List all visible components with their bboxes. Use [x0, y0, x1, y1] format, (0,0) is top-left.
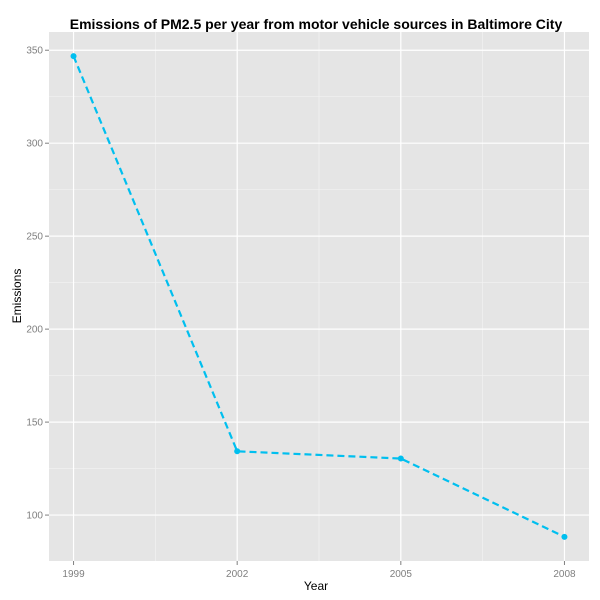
- y-axis-ticks: 100 150 200 250 300 350: [26, 46, 49, 522]
- y-tick-label: 300: [26, 139, 43, 150]
- data-point: [561, 533, 568, 540]
- x-tick-label: 2008: [553, 569, 576, 580]
- minor-gridlines: [49, 32, 589, 561]
- data-point: [234, 448, 241, 455]
- chart-title: Emissions of PM2.5 per year from motor v…: [70, 16, 563, 32]
- x-tick-label: 2002: [226, 569, 249, 580]
- data-point: [397, 455, 404, 462]
- y-axis-title: Emissions: [10, 269, 24, 324]
- x-axis-ticks: 1999 2002 2005 2008: [62, 561, 576, 580]
- data-point: [70, 53, 77, 60]
- x-tick-label: 2005: [390, 569, 413, 580]
- series-layer: [70, 53, 568, 540]
- series-line: [72, 55, 565, 538]
- x-axis-title: Year: [304, 579, 328, 593]
- y-tick-label: 350: [26, 46, 43, 57]
- x-tick-label: 1999: [62, 569, 85, 580]
- y-tick-label: 100: [26, 511, 43, 522]
- y-tick-label: 200: [26, 325, 43, 336]
- y-tick-label: 150: [26, 418, 43, 429]
- y-tick-label: 250: [26, 232, 43, 243]
- major-gridlines: [49, 32, 589, 561]
